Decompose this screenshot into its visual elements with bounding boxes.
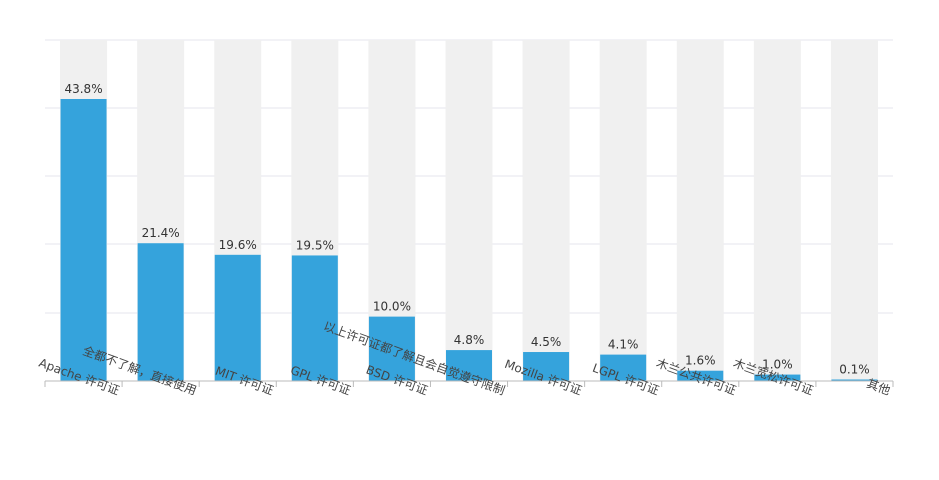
background-column bbox=[676, 40, 724, 381]
background-column bbox=[445, 40, 493, 381]
bar bbox=[368, 316, 415, 381]
bars bbox=[60, 99, 878, 381]
bar bbox=[60, 99, 107, 381]
value-label: 4.1% bbox=[608, 338, 639, 352]
bar bbox=[446, 350, 492, 381]
bar bbox=[831, 379, 878, 381]
value-label: 19.5% bbox=[296, 238, 334, 252]
bar bbox=[677, 370, 724, 381]
background-column bbox=[599, 40, 647, 381]
value-label: 1.6% bbox=[685, 354, 716, 368]
value-label: 21.4% bbox=[142, 226, 180, 240]
bar bbox=[600, 354, 647, 381]
value-label: 1.0% bbox=[762, 358, 793, 372]
bar bbox=[754, 374, 801, 381]
bar bbox=[214, 254, 261, 381]
x-axis-ticks bbox=[44, 381, 894, 387]
value-label: 19.6% bbox=[219, 238, 257, 252]
category-label: 其他 bbox=[865, 376, 892, 397]
value-label: 0.1% bbox=[839, 363, 870, 377]
background-column bbox=[753, 40, 801, 381]
bar bbox=[523, 352, 570, 381]
value-label: 4.8% bbox=[454, 333, 485, 347]
bar bbox=[291, 255, 338, 381]
value-label: 10.0% bbox=[373, 300, 411, 314]
bar bbox=[137, 243, 184, 381]
value-label: 43.8% bbox=[64, 82, 102, 96]
value-label: 4.5% bbox=[531, 335, 562, 349]
value-labels: 43.8% 21.4% 19.6% 19.5% 10.0% 4.8% 4.5% 4.1% 1.6… bbox=[64, 82, 869, 377]
background-column bbox=[522, 40, 570, 381]
background-column bbox=[830, 40, 878, 381]
